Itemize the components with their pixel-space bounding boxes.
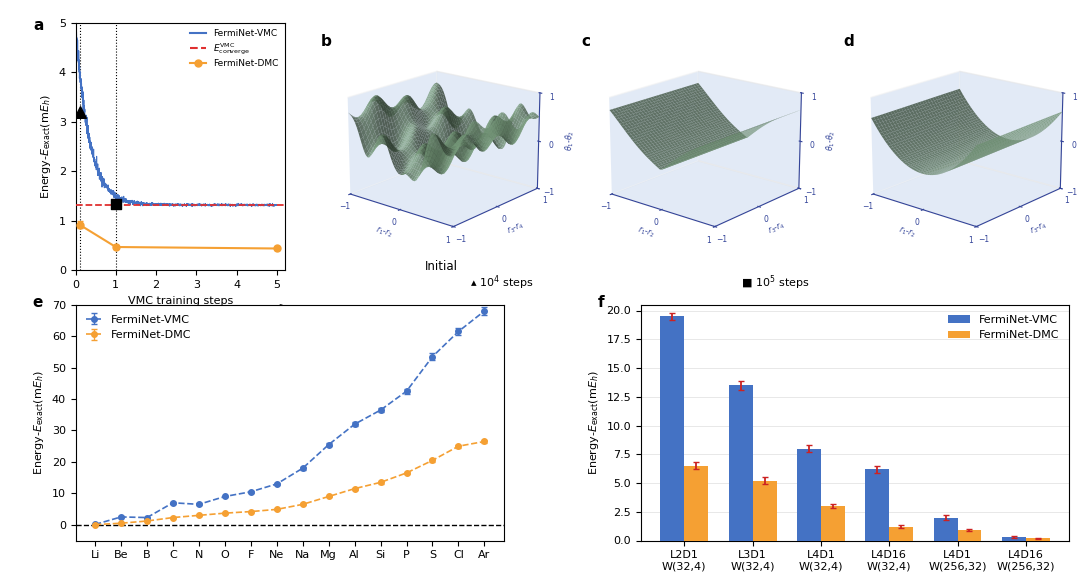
Title: Initial: Initial — [426, 260, 458, 274]
Bar — [958, 530, 982, 540]
Bar — [660, 316, 685, 540]
Text: d: d — [843, 34, 854, 49]
Text: $\blacktriangle\ 10^4\ \rm steps$: $\blacktriangle\ 10^4\ \rm steps$ — [471, 273, 534, 292]
Bar — [797, 448, 821, 540]
Y-axis label: $r_3$-$r_4$: $r_3$-$r_4$ — [1028, 219, 1049, 237]
X-axis label: VMC training steps: VMC training steps — [127, 296, 233, 305]
Text: e: e — [32, 296, 43, 310]
Y-axis label: $r_3$-$r_4$: $r_3$-$r_4$ — [767, 219, 787, 237]
Y-axis label: $r_3$-$r_4$: $r_3$-$r_4$ — [504, 219, 526, 237]
Bar — [933, 518, 958, 540]
Bar — [1026, 538, 1050, 540]
Point — [107, 200, 124, 209]
X-axis label: $r_1$-$r_2$: $r_1$-$r_2$ — [636, 224, 657, 240]
Bar — [889, 527, 913, 540]
X-axis label: $r_1$-$r_2$: $r_1$-$r_2$ — [897, 224, 918, 240]
Text: $\times10^5$: $\times10^5$ — [258, 302, 285, 316]
X-axis label: $r_1$-$r_2$: $r_1$-$r_2$ — [375, 224, 394, 240]
Text: b: b — [321, 34, 332, 49]
Bar — [1002, 537, 1026, 540]
Y-axis label: Energy-$E_{\mathrm{exact}}$(m$E_h$): Energy-$E_{\mathrm{exact}}$(m$E_h$) — [32, 370, 46, 475]
Bar — [753, 481, 777, 540]
Bar — [865, 469, 889, 540]
Legend: FermiNet-VMC, FermiNet-DMC: FermiNet-VMC, FermiNet-DMC — [81, 310, 197, 345]
Text: $\blacksquare\ 10^5\ \rm steps$: $\blacksquare\ 10^5\ \rm steps$ — [741, 273, 810, 292]
Bar — [685, 466, 708, 540]
Y-axis label: Energy-$E_{\mathrm{exact}}$(m$E_h$): Energy-$E_{\mathrm{exact}}$(m$E_h$) — [586, 370, 600, 475]
Legend: FermiNet-VMC, FermiNet-DMC: FermiNet-VMC, FermiNet-DMC — [943, 310, 1064, 345]
Legend: FermiNet-VMC, $E_{\rm converge}^{\rm VMC}$, FermiNet-DMC: FermiNet-VMC, $E_{\rm converge}^{\rm VMC… — [188, 28, 281, 70]
Y-axis label: Energy-$E_{\mathrm{exact}}$(m$E_h$): Energy-$E_{\mathrm{exact}}$(m$E_h$) — [39, 94, 53, 199]
Text: f: f — [598, 296, 605, 310]
Bar — [821, 506, 845, 540]
Point — [71, 108, 89, 117]
Text: a: a — [33, 18, 44, 33]
Bar — [729, 385, 753, 540]
Text: c: c — [582, 34, 591, 49]
